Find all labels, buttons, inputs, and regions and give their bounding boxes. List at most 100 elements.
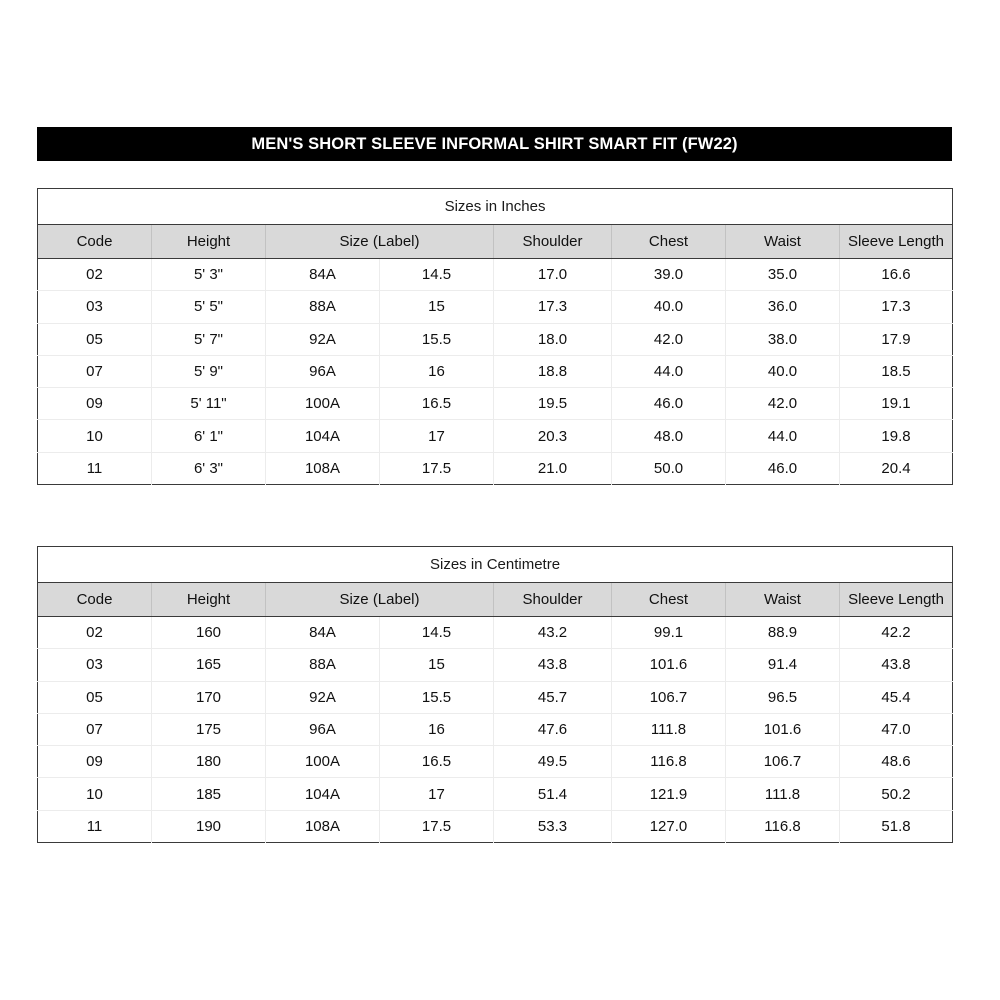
table-row: 10 185 104A 17 51.4 121.9 111.8 50.2 — [37, 777, 953, 811]
cell-chest: 44.0 — [611, 355, 726, 389]
cell-neck: 14.5 — [379, 616, 494, 650]
cell-code: 03 — [37, 290, 152, 324]
cell-shoulder: 45.7 — [493, 681, 612, 714]
cell-code: 11 — [37, 452, 152, 485]
cell-code: 02 — [37, 258, 152, 292]
cell-code: 03 — [37, 648, 152, 682]
cell-waist: 106.7 — [725, 745, 840, 779]
cell-code: 11 — [37, 810, 152, 843]
cell-size-label: 96A — [265, 355, 380, 389]
cell-neck: 17 — [379, 419, 494, 453]
cell-sleeve-length: 48.6 — [839, 745, 953, 779]
cell-sleeve-length: 20.4 — [839, 452, 953, 485]
table-row: 03 165 88A 15 43.8 101.6 91.4 43.8 — [37, 648, 953, 682]
cell-shoulder: 43.2 — [493, 616, 612, 650]
cell-sleeve-length: 16.6 — [839, 258, 953, 292]
cell-neck: 15.5 — [379, 323, 494, 356]
cell-size-label: 100A — [265, 745, 380, 779]
table-row: 10 6' 1" 104A 17 20.3 48.0 44.0 19.8 — [37, 419, 953, 453]
cell-chest: 50.0 — [611, 452, 726, 485]
cell-sleeve-length: 17.9 — [839, 323, 953, 356]
cell-waist: 96.5 — [725, 681, 840, 714]
cell-size-label: 104A — [265, 419, 380, 453]
cell-waist: 35.0 — [725, 258, 840, 292]
cell-code: 09 — [37, 387, 152, 421]
cell-size-label: 92A — [265, 323, 380, 356]
table-row: 05 170 92A 15.5 45.7 106.7 96.5 45.4 — [37, 681, 953, 714]
cell-code: 07 — [37, 355, 152, 389]
page-title: MEN'S SHORT SLEEVE INFORMAL SHIRT SMART … — [251, 134, 738, 153]
cell-neck: 16.5 — [379, 387, 494, 421]
column-header-waist: Waist — [725, 224, 840, 259]
unit-caption: Sizes in Centimetre — [37, 546, 953, 583]
cell-neck: 15 — [379, 648, 494, 682]
column-header-code: Code — [37, 582, 152, 617]
cell-neck: 16 — [379, 713, 494, 747]
cell-chest: 116.8 — [611, 745, 726, 779]
column-header-row: Code Height Size (Label) Shoulder Chest Waist… — [37, 224, 953, 259]
cell-waist: 42.0 — [725, 387, 840, 421]
cell-waist: 91.4 — [725, 648, 840, 682]
cell-sleeve-length: 19.8 — [839, 419, 953, 453]
cell-height: 6' 1" — [151, 419, 266, 453]
unit-caption-row: Sizes in Centimetre — [37, 546, 953, 583]
cell-shoulder: 19.5 — [493, 387, 612, 421]
cell-sleeve-length: 19.1 — [839, 387, 953, 421]
cell-shoulder: 51.4 — [493, 777, 612, 811]
column-header-chest: Chest — [611, 224, 726, 259]
column-header-row: Code Height Size (Label) Shoulder Chest Waist… — [37, 582, 953, 617]
cell-size-label: 84A — [265, 258, 380, 292]
cell-neck: 14.5 — [379, 258, 494, 292]
column-header-height: Height — [151, 582, 266, 617]
cell-neck: 15.5 — [379, 681, 494, 714]
cell-height: 190 — [151, 810, 266, 843]
cell-neck: 16.5 — [379, 745, 494, 779]
cell-neck: 15 — [379, 290, 494, 324]
cell-sleeve-length: 47.0 — [839, 713, 953, 747]
cell-height: 175 — [151, 713, 266, 747]
cell-height: 5' 9" — [151, 355, 266, 389]
cell-shoulder: 49.5 — [493, 745, 612, 779]
cell-waist: 36.0 — [725, 290, 840, 324]
table-row: 03 5' 5" 88A 15 17.3 40.0 36.0 17.3 — [37, 290, 953, 324]
cell-waist: 101.6 — [725, 713, 840, 747]
cell-chest: 40.0 — [611, 290, 726, 324]
cell-height: 6' 3" — [151, 452, 266, 485]
cell-sleeve-length: 50.2 — [839, 777, 953, 811]
cell-size-label: 108A — [265, 810, 380, 843]
cell-shoulder: 18.0 — [493, 323, 612, 356]
size-table-inches: Sizes in Inches Code Height Size (Label) Sho… — [37, 188, 954, 486]
cell-sleeve-length: 17.3 — [839, 290, 953, 324]
table-row: 11 190 108A 17.5 53.3 127.0 116.8 51.8 — [37, 810, 953, 843]
table-row: 09 180 100A 16.5 49.5 116.8 106.7 48.6 — [37, 745, 953, 779]
unit-caption-row: Sizes in Inches — [37, 188, 953, 225]
column-header-code: Code — [37, 224, 152, 259]
column-header-waist: Waist — [725, 582, 840, 617]
cell-code: 02 — [37, 616, 152, 650]
cell-height: 165 — [151, 648, 266, 682]
table-row: 07 5' 9" 96A 16 18.8 44.0 40.0 18.5 — [37, 355, 953, 389]
column-header-shoulder: Shoulder — [493, 224, 612, 259]
cell-shoulder: 43.8 — [493, 648, 612, 682]
cell-chest: 99.1 — [611, 616, 726, 650]
cell-waist: 88.9 — [725, 616, 840, 650]
cell-height: 5' 5" — [151, 290, 266, 324]
cell-sleeve-length: 43.8 — [839, 648, 953, 682]
cell-height: 170 — [151, 681, 266, 714]
cell-sleeve-length: 51.8 — [839, 810, 953, 843]
column-header-shoulder: Shoulder — [493, 582, 612, 617]
table-centimetre-body: Sizes in Centimetre Code Height Size (Label… — [37, 546, 953, 843]
cell-shoulder: 53.3 — [493, 810, 612, 843]
cell-waist: 38.0 — [725, 323, 840, 356]
table-row: 02 5' 3" 84A 14.5 17.0 39.0 35.0 16.6 — [37, 258, 953, 292]
cell-shoulder: 20.3 — [493, 419, 612, 453]
cell-size-label: 108A — [265, 452, 380, 485]
cell-shoulder: 21.0 — [493, 452, 612, 485]
cell-chest: 127.0 — [611, 810, 726, 843]
chart-title-banner: MEN'S SHORT SLEEVE INFORMAL SHIRT SMART … — [37, 127, 952, 161]
table-row: 07 175 96A 16 47.6 111.8 101.6 47.0 — [37, 713, 953, 747]
cell-waist: 40.0 — [725, 355, 840, 389]
cell-sleeve-length: 18.5 — [839, 355, 953, 389]
cell-chest: 48.0 — [611, 419, 726, 453]
